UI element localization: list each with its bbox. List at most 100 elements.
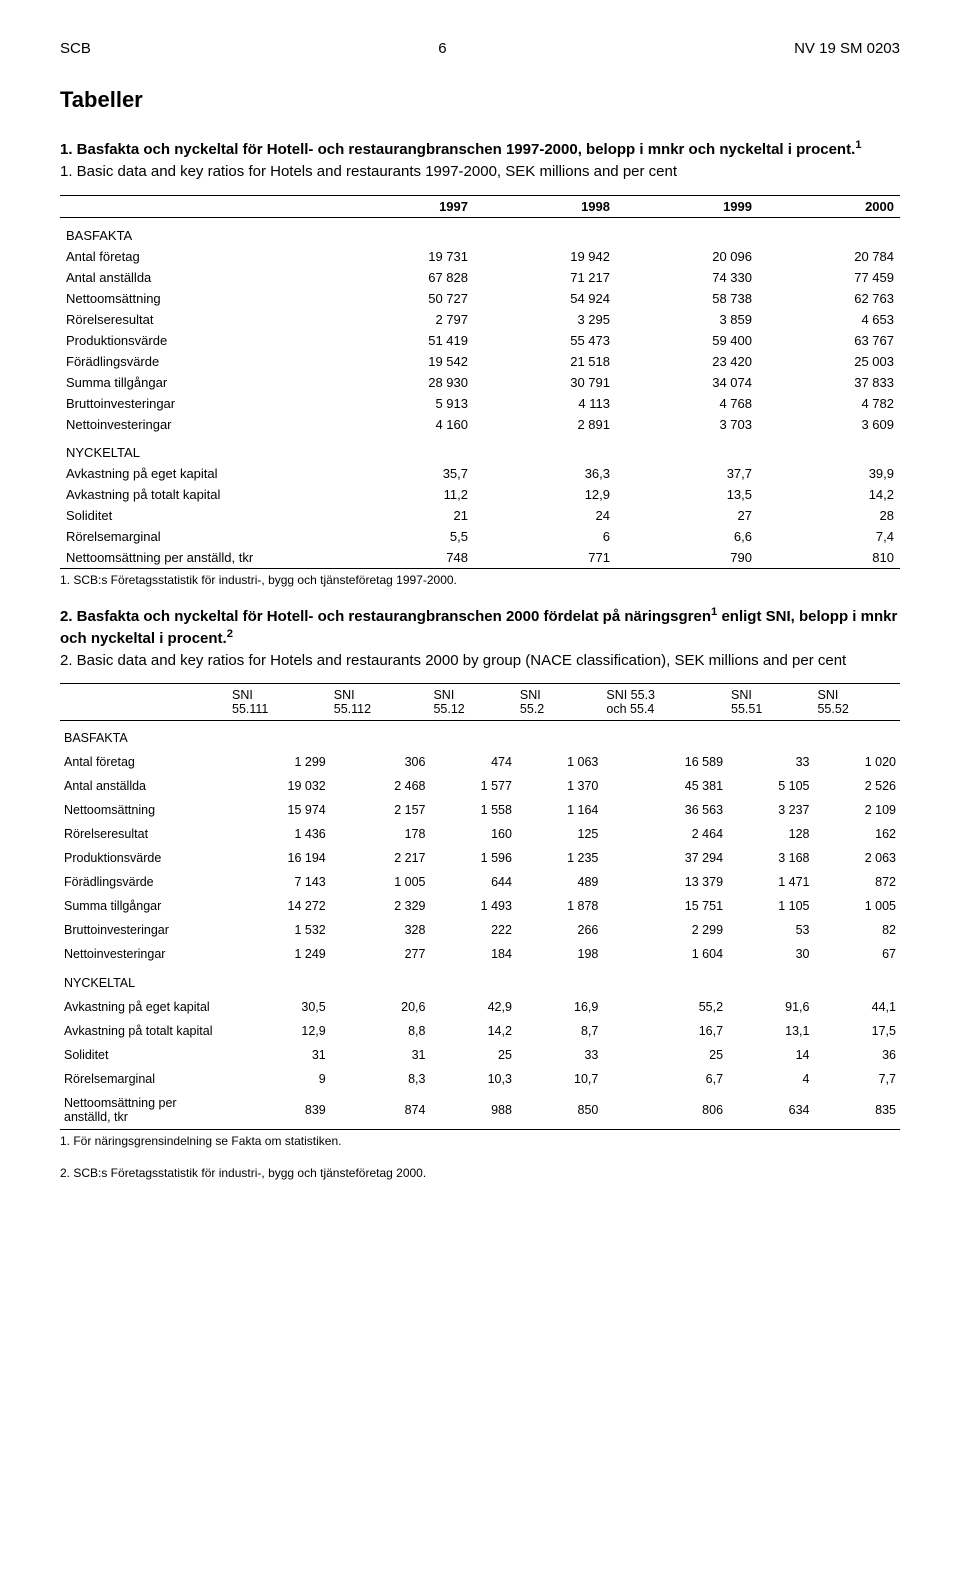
table2-cell: 160 xyxy=(429,822,515,846)
table2-cell: Summa tillgångar xyxy=(60,894,228,918)
table1-section-label: NYCKELTAL xyxy=(60,435,900,463)
table2-cell: 7,7 xyxy=(813,1067,900,1091)
table1-cell: Nettoinvesteringar xyxy=(60,414,332,435)
table1-cell: 37,7 xyxy=(616,463,758,484)
table2-footnote2: 2. SCB:s Företagsstatistik för industri-… xyxy=(60,1166,900,1180)
table1-cell: 71 217 xyxy=(474,267,616,288)
table1-subtitle: 1. Basic data and key ratios for Hotels … xyxy=(60,162,900,182)
table2-cell: 988 xyxy=(429,1091,515,1130)
table2-cell: 45 381 xyxy=(602,774,727,798)
table1-cell: 28 930 xyxy=(332,372,474,393)
table2-cell: 55,2 xyxy=(602,995,727,1019)
table2-cell: 2 299 xyxy=(602,918,727,942)
table1-cell: 59 400 xyxy=(616,330,758,351)
table1-cell: Bruttoinvesteringar xyxy=(60,393,332,414)
table1-cell: 6 xyxy=(474,526,616,547)
table1-col-header: 1998 xyxy=(474,195,616,217)
table2-cell: 1 164 xyxy=(516,798,602,822)
table1-cell: 74 330 xyxy=(616,267,758,288)
table1-cell: 50 727 xyxy=(332,288,474,309)
table1-cell: 4 160 xyxy=(332,414,474,435)
table2-cell: 44,1 xyxy=(813,995,900,1019)
table1-cell: 24 xyxy=(474,505,616,526)
table1-cell: 5 913 xyxy=(332,393,474,414)
table1-cell: 36,3 xyxy=(474,463,616,484)
table2-col-header: SNI55.2 xyxy=(516,684,602,721)
table2-cell: 1 005 xyxy=(813,894,900,918)
table2-col-header: SNI55.12 xyxy=(429,684,515,721)
table2-cell: 6,7 xyxy=(602,1067,727,1091)
table1-cell: 19 542 xyxy=(332,351,474,372)
table2-cell: 1 577 xyxy=(429,774,515,798)
table2-cell: 36 xyxy=(813,1043,900,1067)
table2-cell: 198 xyxy=(516,942,602,966)
table2-cell: 17,5 xyxy=(813,1019,900,1043)
table2-cell: 1 493 xyxy=(429,894,515,918)
table2-col-header: SNI55.111 xyxy=(228,684,330,721)
table1-cell: 748 xyxy=(332,547,474,569)
table2-cell: 874 xyxy=(330,1091,430,1130)
table2-cell: Nettoomsättning xyxy=(60,798,228,822)
table1-cell: 3 609 xyxy=(758,414,900,435)
table1-cell: 790 xyxy=(616,547,758,569)
table2-cell: 10,7 xyxy=(516,1067,602,1091)
table2-cell: 3 168 xyxy=(727,846,813,870)
table1-cell: 34 074 xyxy=(616,372,758,393)
table1-cell: 67 828 xyxy=(332,267,474,288)
table2-cell: Rörelsemarginal xyxy=(60,1067,228,1091)
table2-cell: 1 532 xyxy=(228,918,330,942)
table1-cell: 21 xyxy=(332,505,474,526)
table1-cell: Nettoomsättning per anställd, tkr xyxy=(60,547,332,569)
table2-cell: 16 194 xyxy=(228,846,330,870)
table1-cell: 58 738 xyxy=(616,288,758,309)
table2-cell: 5 105 xyxy=(727,774,813,798)
table1-title: 1. Basfakta och nyckeltal för Hotell- oc… xyxy=(60,138,900,160)
table2-cell: 15 974 xyxy=(228,798,330,822)
table1-cell: Produktionsvärde xyxy=(60,330,332,351)
table2-cell: 20,6 xyxy=(330,995,430,1019)
table2-cell: 1 370 xyxy=(516,774,602,798)
table2-section-label: NYCKELTAL xyxy=(60,966,900,995)
table1-cell: 4 113 xyxy=(474,393,616,414)
table1-title-sup: 1 xyxy=(855,139,861,151)
table2-cell: 850 xyxy=(516,1091,602,1130)
table2-cell: Avkastning på eget kapital xyxy=(60,995,228,1019)
table1-cell: 77 459 xyxy=(758,267,900,288)
table1-cell: 11,2 xyxy=(332,484,474,505)
table1-cell: Summa tillgångar xyxy=(60,372,332,393)
table2-cell: 835 xyxy=(813,1091,900,1130)
table1-cell: Soliditet xyxy=(60,505,332,526)
table2-cell: 8,7 xyxy=(516,1019,602,1043)
table1-cell: 28 xyxy=(758,505,900,526)
table1-cell: 37 833 xyxy=(758,372,900,393)
header-center: 6 xyxy=(438,40,446,57)
table2-cell: 37 294 xyxy=(602,846,727,870)
table2-cell: 16 589 xyxy=(602,750,727,774)
table2-cell: 91,6 xyxy=(727,995,813,1019)
table1-cell: 23 420 xyxy=(616,351,758,372)
table1-cell: 54 924 xyxy=(474,288,616,309)
table1-cell: 12,9 xyxy=(474,484,616,505)
table1-cell: 3 703 xyxy=(616,414,758,435)
table2-cell: 489 xyxy=(516,870,602,894)
table2-cell: 1 436 xyxy=(228,822,330,846)
table2-cell: 19 032 xyxy=(228,774,330,798)
table2-title-text-a: 2. Basfakta och nyckeltal för Hotell- oc… xyxy=(60,608,711,625)
table2-cell: 128 xyxy=(727,822,813,846)
table2-cell: 1 596 xyxy=(429,846,515,870)
table2-cell: 9 xyxy=(228,1067,330,1091)
table1-cell: 19 731 xyxy=(332,246,474,267)
table2-cell: 266 xyxy=(516,918,602,942)
table2-cell: 8,8 xyxy=(330,1019,430,1043)
table1-cell: 6,6 xyxy=(616,526,758,547)
table2-cell: 16,7 xyxy=(602,1019,727,1043)
table1-cell: 4 768 xyxy=(616,393,758,414)
table1-cell: Avkastning på totalt kapital xyxy=(60,484,332,505)
table1-cell: Avkastning på eget kapital xyxy=(60,463,332,484)
table1-cell: 19 942 xyxy=(474,246,616,267)
header-left: SCB xyxy=(60,40,91,57)
table1-cell: 4 653 xyxy=(758,309,900,330)
table2-cell: 10,3 xyxy=(429,1067,515,1091)
table1-col-header: 1999 xyxy=(616,195,758,217)
table2-cell: Produktionsvärde xyxy=(60,846,228,870)
